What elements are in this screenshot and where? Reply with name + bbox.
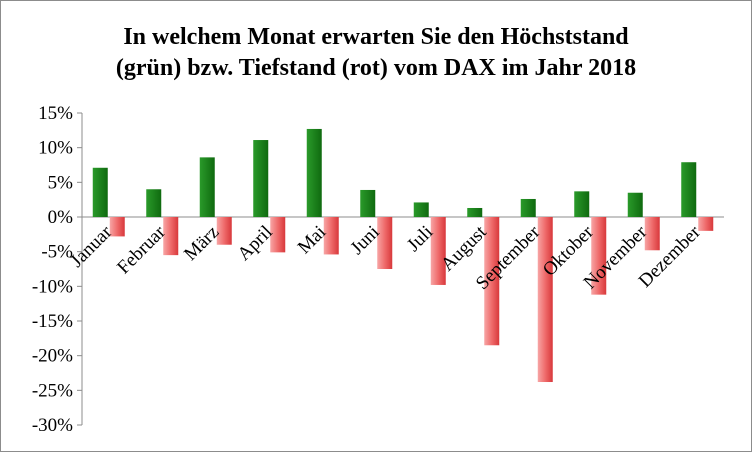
bar-hoechststand: [199, 157, 215, 217]
bar-tiefstand: [377, 217, 393, 269]
y-tick-label: 0%: [48, 207, 74, 228]
chart-title-line-1: In welchem Monat erwarten Sie den Höchst…: [123, 24, 629, 50]
bar-tiefstand: [216, 217, 232, 245]
bar-tiefstand: [698, 217, 714, 231]
bar-tiefstand: [430, 217, 446, 285]
bar-hoechststand: [92, 167, 108, 217]
bar-hoechststand: [253, 140, 269, 217]
x-category-label: Januar: [66, 221, 116, 271]
bar-tiefstand: [109, 217, 125, 237]
y-tick-label: 10%: [38, 138, 73, 159]
bar-hoechststand: [306, 128, 322, 217]
bar-hoechststand: [574, 191, 590, 217]
chart-title-line-2: (grün) bzw. Tiefstand (rot) vom DAX im J…: [115, 55, 637, 81]
y-tick-label: -30%: [32, 415, 73, 436]
bar-hoechststand: [413, 202, 429, 217]
bar-tiefstand: [537, 217, 553, 383]
y-tick-label: -15%: [32, 311, 73, 332]
bar-tiefstand: [591, 217, 607, 295]
bar-hoechststand: [520, 198, 536, 217]
y-tick-label: -5%: [41, 242, 73, 263]
bar-tiefstand: [644, 217, 660, 251]
bar-tiefstand: [163, 217, 179, 256]
y-tick-label: -10%: [32, 276, 73, 297]
y-tick-label: -20%: [32, 346, 73, 367]
bar-hoechststand: [681, 162, 697, 217]
bar-tiefstand: [323, 217, 339, 255]
bar-hoechststand: [146, 189, 162, 217]
chart-title: In welchem Monat erwarten Sie den Höchst…: [0, 22, 752, 84]
y-tick-label: -25%: [32, 380, 73, 401]
bar-hoechststand: [360, 189, 376, 217]
y-tick-label: 5%: [48, 172, 74, 193]
bar-tiefstand: [270, 217, 286, 253]
bar-hoechststand: [627, 192, 643, 217]
y-tick-label: 15%: [38, 103, 73, 124]
bar-tiefstand: [484, 217, 500, 346]
bar-hoechststand: [467, 207, 483, 217]
